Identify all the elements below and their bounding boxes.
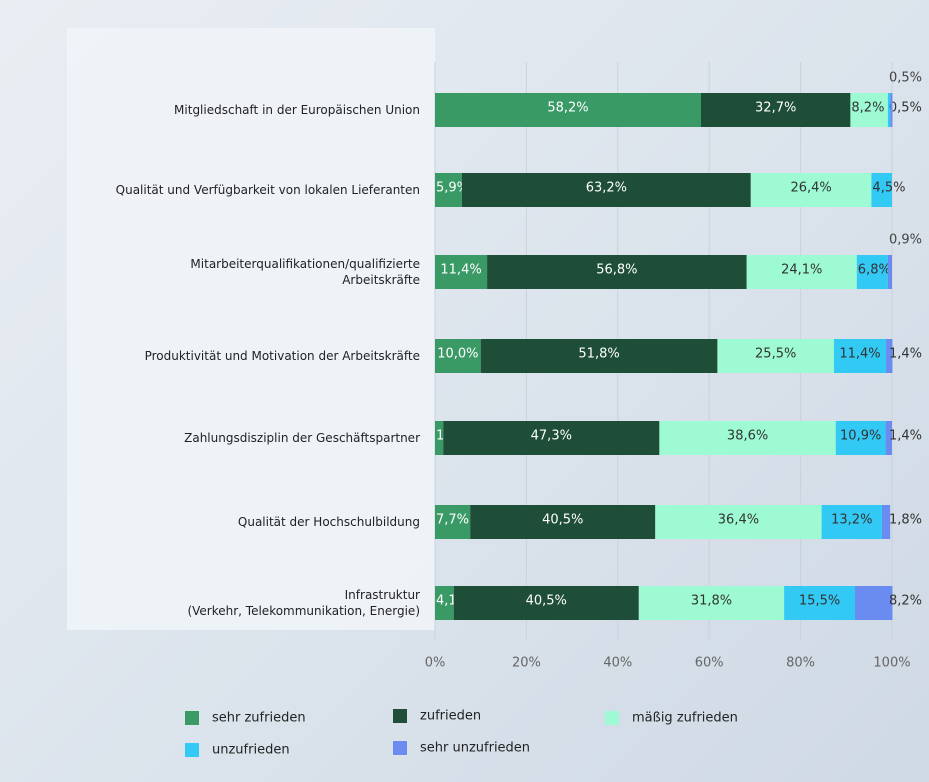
value-label: 1,4%: [889, 347, 922, 362]
bar-segment: [885, 421, 892, 455]
category-label: Qualität und Verfügbarkeit von lokalen L…: [115, 183, 420, 197]
value-label: 38,6%: [727, 429, 768, 444]
legend-swatch: [185, 711, 199, 725]
legend-swatch: [605, 711, 619, 725]
panel: [67, 28, 435, 630]
legend-label: unzufrieden: [212, 743, 290, 758]
bar-segment: [750, 173, 872, 207]
legend-swatch: [393, 709, 407, 723]
bar-segment: [435, 255, 488, 289]
value-label: 11,4%: [440, 263, 481, 278]
value-label: 4,5%: [872, 181, 905, 196]
bar-segment: [435, 586, 454, 620]
value-label: 25,5%: [755, 347, 796, 362]
category-label: Produktivität und Motivation der Arbeits…: [144, 349, 420, 363]
value-label: 47,3%: [531, 429, 572, 444]
x-tick-label: 40%: [603, 656, 632, 671]
x-tick-label: 100%: [873, 656, 910, 671]
x-tick-label: 60%: [695, 656, 724, 671]
legend-swatch: [393, 741, 407, 755]
value-label: 0,5%: [889, 101, 922, 116]
bar-segment: [435, 421, 444, 455]
value-label: 13,2%: [831, 513, 872, 528]
bar-segment: [700, 93, 851, 127]
value-label: 51,8%: [578, 347, 619, 362]
value-label: 24,1%: [781, 263, 822, 278]
bar-segment: [638, 586, 785, 620]
x-tick-label: 0%: [425, 656, 446, 671]
bar-segment: [435, 173, 462, 207]
value-label: 0,9%: [889, 233, 922, 248]
bar-segment: [835, 421, 886, 455]
bar-segment: [717, 339, 834, 373]
value-label: 7,7%: [436, 513, 469, 528]
value-label: 5,9%: [436, 181, 469, 196]
bar-segment: [435, 339, 481, 373]
bar-segment: [480, 339, 718, 373]
value-label: 58,2%: [547, 101, 588, 116]
value-label: 1,8%: [889, 513, 922, 528]
value-label: 40,5%: [526, 594, 567, 609]
bar-segment: [461, 173, 751, 207]
bar-segment: [887, 93, 891, 127]
value-label: 6,8%: [858, 263, 891, 278]
value-label: 11,4%: [839, 347, 880, 362]
value-label: 56,8%: [596, 263, 637, 278]
value-label: 63,2%: [586, 181, 627, 196]
value-label: 1,4%: [889, 429, 922, 444]
category-label: Infrastruktur (Verkehr, Telekommunikatio…: [187, 588, 420, 618]
value-label: 26,4%: [790, 181, 831, 196]
value-label: 0,5%: [889, 71, 922, 86]
bar-segment: [856, 255, 888, 289]
legend-label: mäßig zufrieden: [632, 711, 738, 726]
value-label: 15,5%: [799, 594, 840, 609]
bar-segment: [854, 586, 893, 620]
bar-segment: [881, 505, 891, 539]
bar-segment: [443, 421, 660, 455]
category-label: Mitarbeiterqualifikationen/qualifizierte…: [190, 257, 420, 287]
bar-segment: [784, 586, 855, 620]
value-label: 32,7%: [755, 101, 796, 116]
category-label: Mitgliedschaft in der Europäischen Union: [174, 103, 420, 117]
bar-segment: [821, 505, 882, 539]
bar-segment: [871, 173, 892, 207]
legend-label: zufrieden: [420, 709, 481, 724]
value-label: 40,5%: [542, 513, 583, 528]
bar-segment: [435, 93, 701, 127]
legend-label: sehr zufrieden: [212, 711, 306, 726]
bar-segment: [655, 505, 822, 539]
category-label: Qualität der Hochschulbildung: [237, 515, 420, 529]
bar-segment: [833, 339, 887, 373]
value-label: 8,2%: [889, 594, 922, 609]
bar-segment: [659, 421, 836, 455]
bar-segment: [850, 93, 888, 127]
bar-segment: [487, 255, 747, 289]
x-tick-label: 20%: [512, 656, 541, 671]
value-label: 31,8%: [691, 594, 732, 609]
bar-segment: [890, 93, 893, 127]
bar-segment: [746, 255, 857, 289]
x-tick-label: 80%: [786, 656, 815, 671]
value-label: 10,9%: [840, 429, 881, 444]
legend-swatch: [185, 743, 199, 757]
value-label: 10,0%: [437, 347, 478, 362]
bar-segment: [435, 505, 471, 539]
bar-segment: [886, 339, 893, 373]
category-label: Zahlungsdisziplin der Geschäftspartner: [184, 431, 420, 445]
bar-segment: [887, 255, 892, 289]
bar-segment: [453, 586, 639, 620]
legend-label: sehr unzufrieden: [420, 741, 530, 756]
value-label: 8,2%: [851, 101, 884, 116]
bar-segment: [470, 505, 656, 539]
value-label: 36,4%: [718, 513, 759, 528]
